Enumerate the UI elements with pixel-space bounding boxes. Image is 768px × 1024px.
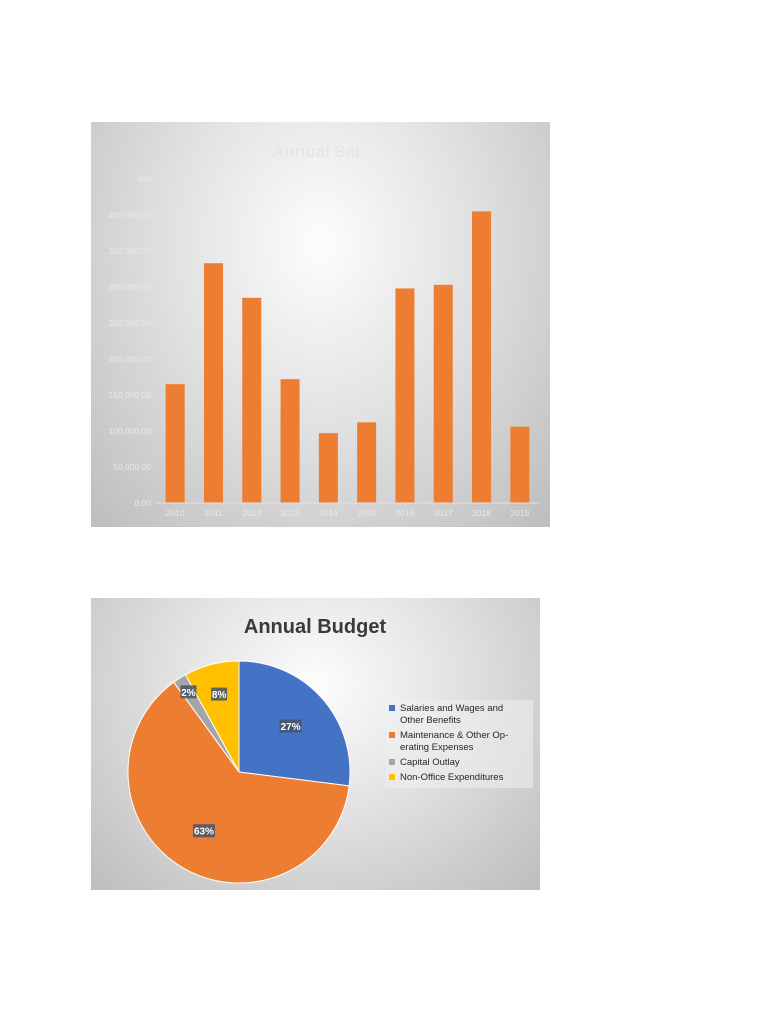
legend-swatch <box>389 759 395 765</box>
bar <box>280 379 300 503</box>
pie-label-bg <box>192 824 215 838</box>
x-tick-label: 2013 <box>281 508 300 518</box>
legend-box <box>385 700 533 788</box>
y-tick-label: 250,000.00 <box>108 318 151 328</box>
y-tick-label: 100,000.00 <box>108 426 151 436</box>
y-tick-label: 450 <box>137 174 151 184</box>
x-tick-label: 2014 <box>319 508 338 518</box>
pie-label-bg <box>180 685 197 699</box>
bar <box>395 288 415 503</box>
pie-percent-label: 27% <box>281 722 301 733</box>
pie-percent-label: 2% <box>181 688 196 699</box>
x-tick-label: 2011 <box>204 508 223 518</box>
bar-chart-svg: Annual Sal 0.00 50,000.00 100,000.00 150,00… <box>108 142 539 518</box>
y-tick-label: 50,000.00 <box>113 462 151 472</box>
bar <box>242 297 262 503</box>
pie-label-bg <box>279 719 302 733</box>
annual-budget-chart: Annual Budget 27% 63% 2% 8% Salaries and Wa… <box>91 598 540 890</box>
pie-percent-label: 63% <box>194 827 214 838</box>
legend-label: Maintenance & Other Op- <box>400 730 508 741</box>
x-tick-label: 2019 <box>510 508 529 518</box>
annual-salary-chart: Annual Sal 0.00 50,000.00 100,000.00 150,00… <box>91 122 550 527</box>
x-tick-label: 2016 <box>395 508 414 518</box>
pie-percent-label: 8% <box>212 690 227 701</box>
y-tick-label: 350,000.00 <box>108 246 151 256</box>
y-tick-label: 0.00 <box>134 498 151 508</box>
y-tick-label: 150,000.00 <box>108 390 151 400</box>
x-tick-label: 2017 <box>434 508 453 518</box>
x-tick-label: 2012 <box>242 508 261 518</box>
bar <box>357 422 377 503</box>
bar <box>318 433 338 503</box>
pie-slice <box>127 681 350 884</box>
bar <box>510 426 530 503</box>
bar <box>433 284 453 503</box>
pie-label-bg <box>211 687 228 701</box>
bar-chart-title: Annual Sal <box>272 142 360 161</box>
y-tick-label: 200,000.00 <box>108 354 151 364</box>
bar <box>472 211 492 503</box>
pie-chart-title: Annual Budget <box>244 616 387 638</box>
x-tick-label: 2015 <box>357 508 376 518</box>
legend-swatch <box>389 705 395 711</box>
y-tick-label: 400,000.00 <box>108 210 151 220</box>
legend-label: Other Benefits <box>400 715 461 726</box>
x-tick-label: 2018 <box>472 508 491 518</box>
legend-label: erating Expenses <box>400 742 474 753</box>
legend-swatch <box>389 774 395 780</box>
y-tick-label: 300,000.00 <box>108 282 151 292</box>
bar <box>165 384 185 503</box>
pie-chart-svg: Annual Budget 27% 63% 2% 8% Salaries and Wa… <box>127 616 533 884</box>
bar <box>203 263 223 503</box>
legend-swatch <box>389 732 395 738</box>
legend-label: Capital Outlay <box>400 757 460 768</box>
x-tick-label: 2010 <box>166 508 185 518</box>
legend-label: Salaries and Wages and <box>400 703 503 714</box>
legend-label: Non-Office Expenditures <box>400 772 504 783</box>
